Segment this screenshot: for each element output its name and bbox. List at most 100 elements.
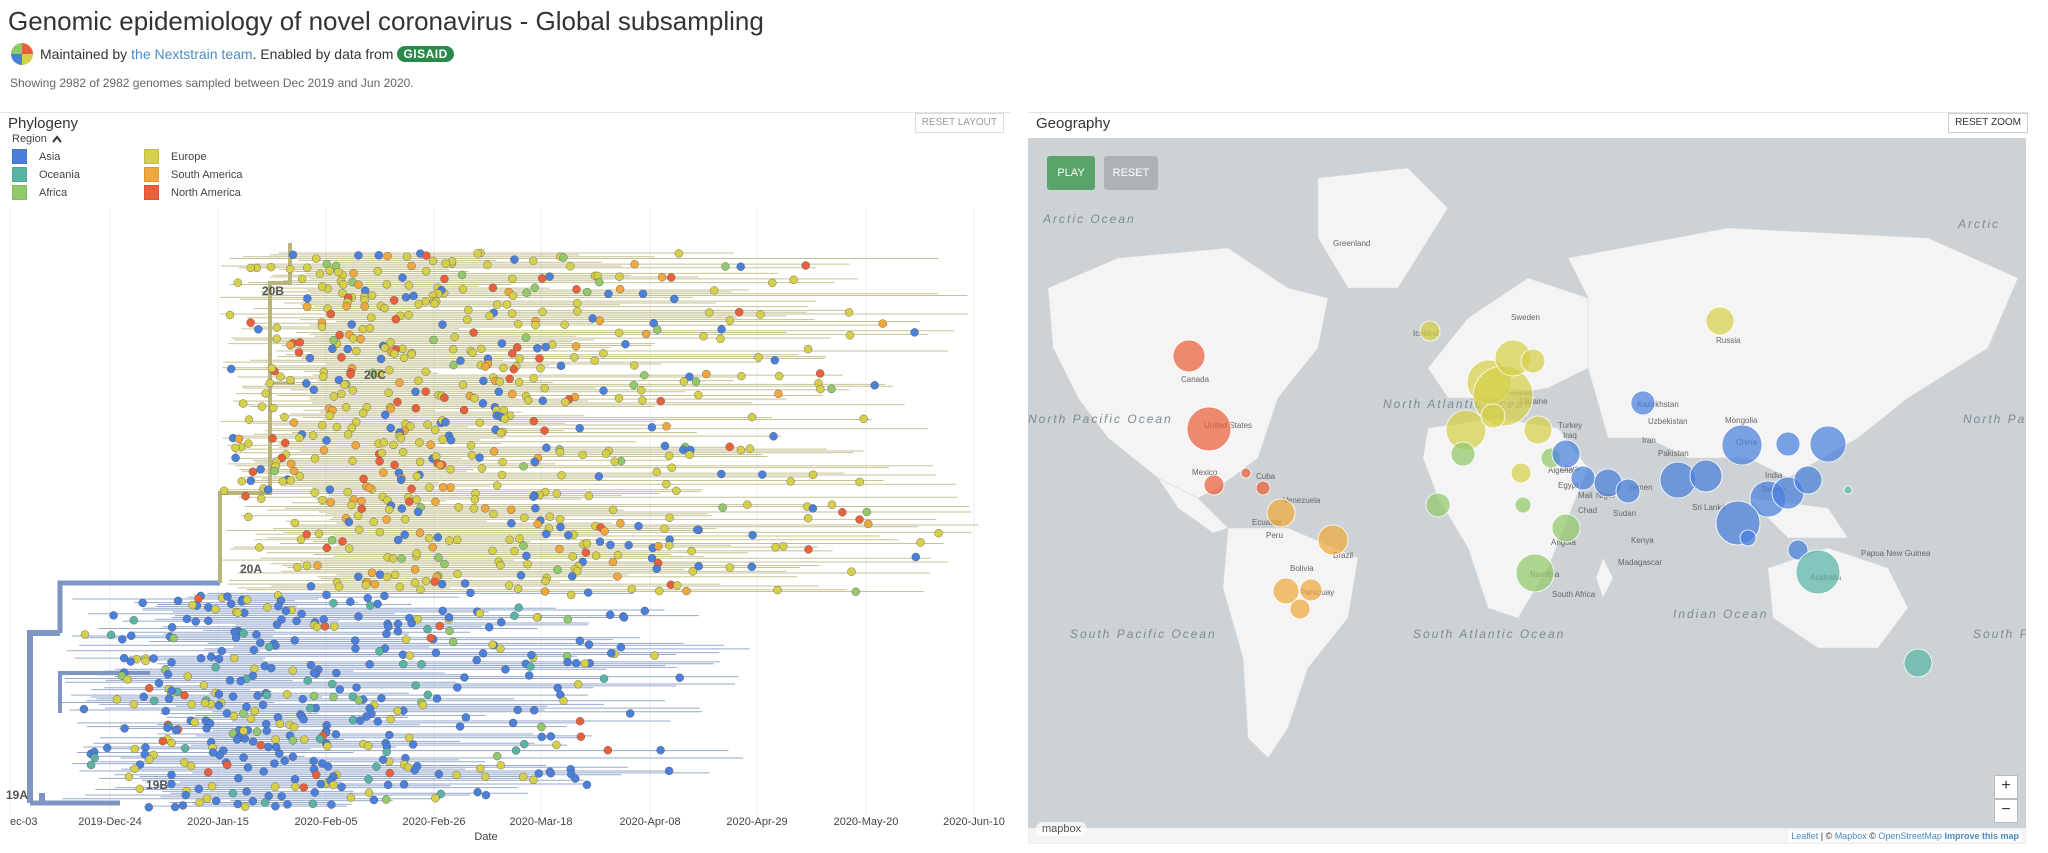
- region-bubble[interactable]: [1570, 465, 1596, 491]
- region-bubble[interactable]: [1551, 439, 1581, 469]
- page-title: Genomic epidemiology of novel coronaviru…: [8, 6, 764, 36]
- country-label: Mongolia: [1725, 416, 1758, 425]
- region-bubble[interactable]: [1266, 498, 1296, 528]
- mapbox-logo[interactable]: mapbox: [1036, 822, 1088, 836]
- country-label: Egypt: [1558, 481, 1579, 490]
- legend-swatch: [144, 149, 159, 164]
- region-bubble[interactable]: [1523, 415, 1553, 445]
- country-label: Cuba: [1256, 472, 1276, 481]
- country-label: India: [1765, 471, 1783, 480]
- region-bubble[interactable]: [1425, 492, 1451, 518]
- attribution-sep-2: ©: [1866, 831, 1879, 841]
- geography-panel: Geography RESET ZOOM: [1028, 112, 2028, 847]
- x-tick-label: 2020-Apr-08: [619, 816, 680, 828]
- legend-item[interactable]: Europe: [144, 149, 264, 164]
- legend-swatch: [12, 149, 27, 164]
- x-tick-label: 2020-Jan-15: [187, 816, 249, 828]
- region-bubble[interactable]: [1450, 441, 1476, 467]
- clade-label: 19B: [146, 778, 168, 792]
- clade-label: 20C: [364, 368, 386, 382]
- region-bubble[interactable]: [1721, 424, 1763, 466]
- region-bubble[interactable]: [1510, 462, 1532, 484]
- region-bubble[interactable]: [1739, 529, 1757, 547]
- country-label: Pakistan: [1658, 449, 1689, 458]
- phylogeny-tree[interactable]: 20B 20C 20A 19A 19B ec-03 2019-Dec-24 2020-Jan-…: [0, 113, 1010, 847]
- country-label: Kazakhstan: [1637, 400, 1679, 409]
- region-bubble[interactable]: [1203, 474, 1225, 496]
- legend-item[interactable]: Oceania: [12, 167, 144, 182]
- legend-label: Oceania: [39, 168, 80, 181]
- country-label: Canada: [1181, 375, 1210, 384]
- region-bubble[interactable]: [1689, 459, 1723, 493]
- map-reset-button[interactable]: RESET: [1104, 156, 1158, 190]
- country-label: Madagascar: [1618, 558, 1662, 567]
- region-bubbles[interactable]: [1172, 306, 1933, 678]
- x-tick-label: 2020-Mar-18: [510, 816, 573, 828]
- region-bubble[interactable]: [1255, 480, 1271, 496]
- legend-label: Europe: [171, 150, 207, 163]
- legend-item[interactable]: North America: [144, 185, 264, 200]
- region-bubble[interactable]: [1480, 403, 1506, 429]
- phylogeny-title: Phylogeny: [8, 115, 79, 132]
- region-bubble[interactable]: [1317, 524, 1349, 556]
- country-label: Sudan: [1613, 509, 1636, 518]
- region-bubble[interactable]: [1240, 467, 1252, 479]
- region-bubble[interactable]: [1705, 306, 1735, 336]
- region-bubble[interactable]: [1787, 539, 1809, 561]
- region-bubble[interactable]: [1520, 348, 1546, 374]
- region-bubble[interactable]: [1903, 648, 1933, 678]
- region-legend: Region Asia Europe Oceania South America Afr…: [12, 133, 264, 200]
- maintained-by-text: Maintained by: [40, 46, 128, 62]
- region-bubble[interactable]: [1419, 320, 1441, 342]
- improve-map-link[interactable]: Improve this map: [1944, 831, 2019, 841]
- ocean-label: Arctic Ocean: [1042, 212, 1136, 226]
- x-tick-label: 2020-Feb-26: [403, 816, 466, 828]
- region-bubble[interactable]: [1615, 478, 1641, 504]
- reset-layout-button[interactable]: RESET LAYOUT: [914, 113, 1004, 133]
- world-map[interactable]: Arctic Ocean Arctic North Pacific Ocean Nor…: [1028, 138, 2026, 844]
- region-bubble[interactable]: [1795, 549, 1841, 595]
- region-bubble[interactable]: [1515, 553, 1555, 593]
- region-bubble[interactable]: [1775, 431, 1801, 457]
- legend-swatch: [144, 185, 159, 200]
- legend-toggle[interactable]: Region: [12, 133, 264, 145]
- attribution-sep: | ©: [1818, 831, 1835, 841]
- zoom-out-button[interactable]: −: [1994, 799, 2018, 823]
- gisaid-badge[interactable]: GISAID: [397, 46, 454, 62]
- ocean-label: North Pacific Ocean: [1028, 412, 1173, 426]
- region-bubble[interactable]: [1551, 513, 1581, 543]
- country-label: Venezuela: [1283, 496, 1321, 505]
- region-bubble[interactable]: [1272, 577, 1300, 605]
- region-bubble[interactable]: [1843, 485, 1853, 495]
- legend-item[interactable]: Africa: [12, 185, 144, 200]
- country-label: Ecuador: [1252, 518, 1282, 527]
- region-bubble[interactable]: [1630, 390, 1656, 416]
- leaflet-link[interactable]: Leaflet: [1791, 831, 1819, 841]
- legend-item[interactable]: Asia: [12, 149, 144, 164]
- map-landmasses: [1028, 167, 2026, 844]
- country-label: Libya: [1560, 464, 1580, 473]
- clade-label: 19A: [6, 788, 28, 802]
- region-bubble[interactable]: [1186, 406, 1232, 452]
- zoom-in-button[interactable]: +: [1994, 775, 2018, 799]
- region-bubble[interactable]: [1289, 598, 1311, 620]
- country-label: Ukraine: [1520, 397, 1548, 406]
- country-label: Brazil: [1333, 551, 1353, 560]
- reset-zoom-button[interactable]: RESET ZOOM: [1948, 113, 2028, 133]
- x-tick-label: 2020-Jun-10: [943, 816, 1005, 828]
- nextstrain-team-link[interactable]: the Nextstrain team: [131, 46, 253, 62]
- region-bubble[interactable]: [1299, 578, 1323, 602]
- region-bubble[interactable]: [1809, 425, 1847, 463]
- legend-item[interactable]: South America: [144, 167, 264, 182]
- byline: Maintained by the Nextstrain team . Enab…: [10, 42, 454, 66]
- play-button[interactable]: PLAY: [1047, 156, 1095, 190]
- osm-link[interactable]: OpenStreetMap: [1878, 831, 1942, 841]
- country-label: Angola: [1551, 538, 1576, 547]
- region-bubble[interactable]: [1514, 496, 1532, 514]
- region-bubble[interactable]: [1172, 339, 1206, 373]
- mapbox-link[interactable]: Mapbox: [1834, 831, 1867, 841]
- x-tick-label: ec-03: [10, 816, 38, 828]
- country-label: South Africa: [1552, 590, 1596, 599]
- region-bubble[interactable]: [1793, 465, 1823, 495]
- ocean-label: South Pacific Ocean: [1973, 627, 2026, 641]
